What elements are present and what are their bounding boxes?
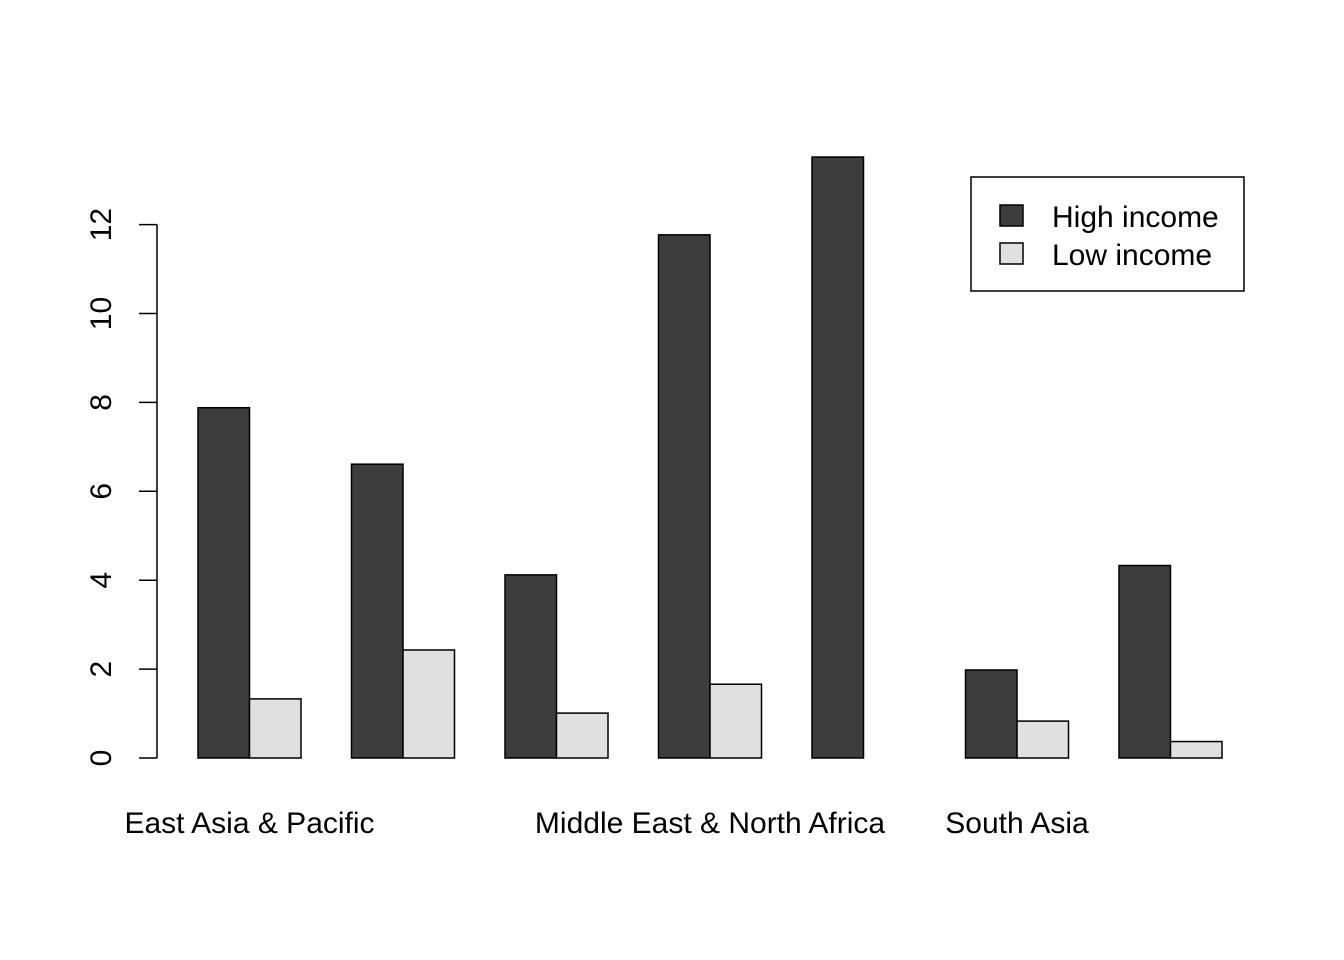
y-tick-label: 6 — [85, 483, 118, 500]
legend-label: High income — [1052, 201, 1219, 234]
bar-low-income — [709, 683, 763, 759]
bar-high-income — [504, 574, 558, 759]
y-tick-label: 0 — [85, 750, 118, 767]
bar-high-income — [657, 234, 711, 759]
y-tick-label: 12 — [85, 208, 118, 241]
x-category-label: Middle East & North Africa — [535, 807, 885, 840]
bar-high-income — [1118, 564, 1172, 759]
y-tick-label: 8 — [85, 394, 118, 411]
legend-box — [970, 176, 1245, 292]
bar-high-income — [811, 156, 865, 759]
legend-swatch — [999, 204, 1024, 227]
x-category-label: South Asia — [945, 807, 1089, 840]
legend-swatch — [999, 242, 1024, 265]
bar-low-income — [248, 698, 302, 759]
bar-low-income — [555, 712, 609, 759]
legend-label: Low income — [1052, 239, 1212, 272]
bar-high-income — [350, 463, 404, 759]
y-tick-label: 10 — [85, 297, 118, 330]
legend: High income Low income — [970, 176, 1245, 292]
bar-low-income — [402, 649, 456, 759]
x-axis-labels: East Asia & Pacific Middle East & North A… — [124, 807, 1089, 840]
y-tick-label: 2 — [85, 661, 118, 678]
y-axis: 0 2 4 6 8 10 12 — [85, 208, 158, 767]
bar-low-income — [1016, 720, 1070, 759]
y-tick-label: 4 — [85, 572, 118, 589]
bar-high-income — [197, 406, 251, 759]
x-category-label: East Asia & Pacific — [124, 807, 374, 840]
bars — [197, 156, 1223, 759]
bar-high-income — [964, 669, 1018, 759]
bar-low-income — [1169, 740, 1223, 759]
